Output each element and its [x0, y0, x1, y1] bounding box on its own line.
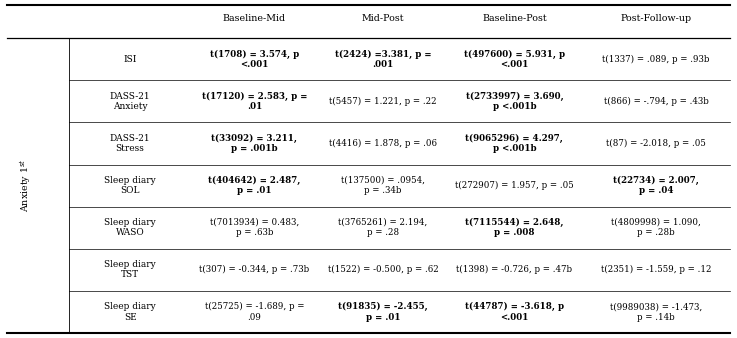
- Text: t(307) = -0.344, p = .73b: t(307) = -0.344, p = .73b: [199, 265, 310, 274]
- Text: t(1337) = .089, p = .93b: t(1337) = .089, p = .93b: [602, 55, 710, 64]
- Text: t(9065296) = 4.297,
p <.001b: t(9065296) = 4.297, p <.001b: [466, 134, 563, 153]
- Text: t(137500) = .0954,
p = .34b: t(137500) = .0954, p = .34b: [341, 176, 425, 195]
- Text: Sleep diary
TST: Sleep diary TST: [104, 260, 156, 280]
- Text: t(1708) = 3.574, p
<.001: t(1708) = 3.574, p <.001: [210, 49, 299, 69]
- Text: t(7115544) = 2.648,
p = .008: t(7115544) = 2.648, p = .008: [465, 218, 564, 238]
- Text: Baseline-Mid: Baseline-Mid: [223, 14, 286, 23]
- Text: Anxiety 1$^{st}$: Anxiety 1$^{st}$: [18, 159, 33, 212]
- Text: t(17120) = 2.583, p =
.01: t(17120) = 2.583, p = .01: [202, 92, 307, 111]
- Text: t(7013934) = 0.483,
p = .63b: t(7013934) = 0.483, p = .63b: [210, 218, 299, 237]
- Text: t(22734) = 2.007,
p = .04: t(22734) = 2.007, p = .04: [613, 176, 699, 195]
- Text: t(1398) = -0.726, p = .47b: t(1398) = -0.726, p = .47b: [456, 265, 573, 274]
- Text: Mid-Post: Mid-Post: [362, 14, 404, 23]
- Text: t(87) = -2.018, p = .05: t(87) = -2.018, p = .05: [606, 139, 706, 148]
- Text: ISI: ISI: [124, 55, 137, 64]
- Text: t(9989038) = -1.473,
p = .14b: t(9989038) = -1.473, p = .14b: [609, 302, 702, 321]
- Text: t(5457) = 1.221, p = .22: t(5457) = 1.221, p = .22: [329, 97, 437, 106]
- Text: t(33092) = 3.211,
p = .001b: t(33092) = 3.211, p = .001b: [212, 134, 298, 153]
- Text: Sleep diary
SE: Sleep diary SE: [104, 302, 156, 321]
- Text: t(91835) = -2.455,
p = .01: t(91835) = -2.455, p = .01: [338, 302, 427, 322]
- Text: t(44787) = -3.618, p
<.001: t(44787) = -3.618, p <.001: [465, 302, 564, 322]
- Text: DASS-21
Anxiety: DASS-21 Anxiety: [110, 92, 150, 111]
- Text: Post-Follow-up: Post-Follow-up: [621, 14, 691, 23]
- Text: t(497600) = 5.931, p
<.001: t(497600) = 5.931, p <.001: [464, 49, 565, 69]
- Text: t(2351) = -1.559, p = .12: t(2351) = -1.559, p = .12: [601, 265, 711, 274]
- Text: Sleep diary
WASO: Sleep diary WASO: [104, 218, 156, 237]
- Text: Sleep diary
SOL: Sleep diary SOL: [104, 176, 156, 195]
- Text: t(25725) = -1.689, p =
.09: t(25725) = -1.689, p = .09: [205, 302, 304, 322]
- Text: DASS-21
Stress: DASS-21 Stress: [110, 134, 150, 153]
- Text: t(866) = -.794, p = .43b: t(866) = -.794, p = .43b: [604, 97, 708, 106]
- Text: t(2424) =3.381, p =
.001: t(2424) =3.381, p = .001: [335, 49, 431, 69]
- Text: t(3765261) = 2.194,
p = .28: t(3765261) = 2.194, p = .28: [338, 218, 427, 237]
- Text: t(272907) = 1.957, p = .05: t(272907) = 1.957, p = .05: [455, 181, 574, 190]
- Text: Baseline-Post: Baseline-Post: [482, 14, 547, 23]
- Text: t(4416) = 1.878, p = .06: t(4416) = 1.878, p = .06: [329, 139, 437, 148]
- Text: t(4809998) = 1.090,
p = .28b: t(4809998) = 1.090, p = .28b: [611, 218, 701, 237]
- Text: t(404642) = 2.487,
p = .01: t(404642) = 2.487, p = .01: [208, 176, 301, 195]
- Text: t(1522) = -0.500, p = .62: t(1522) = -0.500, p = .62: [327, 265, 439, 274]
- Text: t(2733997) = 3.690,
p <.001b: t(2733997) = 3.690, p <.001b: [466, 92, 563, 111]
